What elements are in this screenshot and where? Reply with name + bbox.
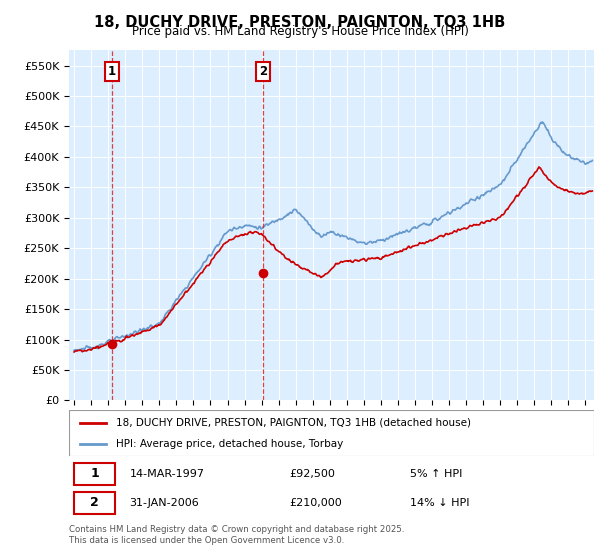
- FancyBboxPatch shape: [74, 463, 115, 485]
- FancyBboxPatch shape: [74, 492, 115, 514]
- Text: £210,000: £210,000: [290, 498, 342, 508]
- Text: Price paid vs. HM Land Registry's House Price Index (HPI): Price paid vs. HM Land Registry's House …: [131, 25, 469, 38]
- Text: HPI: Average price, detached house, Torbay: HPI: Average price, detached house, Torb…: [116, 439, 343, 449]
- Text: £92,500: £92,500: [290, 469, 335, 479]
- Text: 1: 1: [107, 65, 116, 78]
- Text: Contains HM Land Registry data © Crown copyright and database right 2025.
This d: Contains HM Land Registry data © Crown c…: [69, 525, 404, 545]
- Text: 2: 2: [91, 496, 99, 509]
- Text: 14-MAR-1997: 14-MAR-1997: [130, 469, 205, 479]
- Text: 31-JAN-2006: 31-JAN-2006: [130, 498, 199, 508]
- Text: 1: 1: [91, 468, 99, 480]
- Text: 14% ↓ HPI: 14% ↓ HPI: [410, 498, 470, 508]
- Text: 18, DUCHY DRIVE, PRESTON, PAIGNTON, TQ3 1HB: 18, DUCHY DRIVE, PRESTON, PAIGNTON, TQ3 …: [94, 15, 506, 30]
- Text: 2: 2: [259, 65, 267, 78]
- Text: 18, DUCHY DRIVE, PRESTON, PAIGNTON, TQ3 1HB (detached house): 18, DUCHY DRIVE, PRESTON, PAIGNTON, TQ3 …: [116, 418, 471, 428]
- Text: 5% ↑ HPI: 5% ↑ HPI: [410, 469, 463, 479]
- FancyBboxPatch shape: [69, 410, 594, 456]
